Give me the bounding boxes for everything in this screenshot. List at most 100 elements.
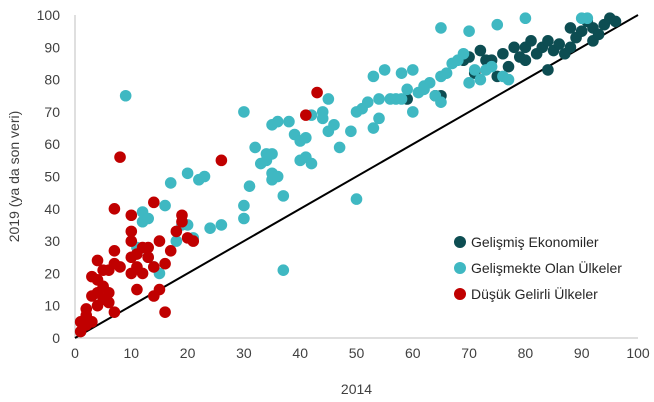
data-point bbox=[277, 190, 290, 202]
data-point bbox=[311, 86, 323, 99]
data-point bbox=[114, 151, 126, 163]
data-point bbox=[435, 96, 447, 109]
data-point bbox=[136, 267, 149, 280]
data-point bbox=[502, 60, 515, 73]
data-point bbox=[345, 125, 357, 138]
data-point bbox=[322, 93, 335, 105]
data-point bbox=[497, 47, 509, 60]
data-point bbox=[187, 235, 200, 247]
data-point bbox=[215, 219, 228, 231]
data-point bbox=[609, 15, 622, 28]
data-point bbox=[238, 106, 250, 118]
data-point bbox=[91, 254, 104, 267]
data-point bbox=[508, 41, 520, 54]
legend-label: Düşük Gelirli Ülkeler bbox=[471, 285, 598, 302]
data-point bbox=[519, 12, 532, 25]
y-tick-label: 10 bbox=[44, 298, 60, 314]
data-point bbox=[575, 25, 588, 37]
data-point bbox=[542, 64, 554, 76]
data-point bbox=[215, 154, 228, 167]
data-point bbox=[367, 122, 380, 134]
y-tick-label: 70 bbox=[44, 104, 60, 120]
x-tick-label: 90 bbox=[574, 345, 590, 361]
legend-marker bbox=[454, 236, 466, 248]
data-point bbox=[108, 203, 121, 215]
y-tick-label: 0 bbox=[52, 330, 60, 346]
data-point bbox=[592, 28, 605, 41]
data-point bbox=[564, 22, 577, 34]
data-point bbox=[418, 83, 430, 96]
data-point bbox=[164, 244, 177, 257]
y-tick-label: 40 bbox=[44, 201, 60, 217]
data-point bbox=[204, 222, 216, 234]
y-tick-label: 90 bbox=[44, 39, 60, 55]
data-points bbox=[74, 12, 622, 338]
data-point bbox=[407, 64, 419, 76]
data-point bbox=[249, 141, 261, 154]
data-point bbox=[525, 35, 537, 47]
data-point bbox=[102, 296, 115, 309]
data-point bbox=[153, 283, 166, 296]
data-point bbox=[170, 225, 183, 238]
x-tick-label: 60 bbox=[405, 345, 421, 361]
data-point bbox=[463, 25, 475, 37]
data-point bbox=[401, 83, 413, 96]
data-point bbox=[373, 112, 385, 125]
data-point bbox=[159, 199, 171, 212]
y-tick-label: 80 bbox=[44, 72, 60, 88]
data-point bbox=[300, 131, 312, 144]
data-point bbox=[328, 119, 340, 131]
data-point bbox=[125, 225, 138, 238]
data-point bbox=[125, 209, 138, 222]
legend-label: Gelişmiş Ekonomiler bbox=[471, 234, 599, 250]
x-tick-label: 50 bbox=[349, 345, 365, 361]
x-tick-label: 30 bbox=[236, 345, 252, 361]
data-point bbox=[181, 167, 194, 180]
data-point bbox=[266, 148, 278, 160]
data-point bbox=[474, 73, 487, 86]
data-point bbox=[378, 64, 391, 76]
data-point bbox=[316, 112, 329, 125]
y-tick-labels: 0 10 20 30 40 50 60 70 80 90 100 bbox=[37, 7, 61, 346]
x-tick-label: 20 bbox=[180, 345, 196, 361]
legend-label: Gelişmekte Olan Ülkeler bbox=[471, 259, 622, 276]
data-point bbox=[142, 251, 154, 264]
x-tick-label: 10 bbox=[124, 345, 140, 361]
y-tick-label: 50 bbox=[44, 169, 60, 185]
data-point bbox=[502, 73, 515, 86]
data-point bbox=[373, 93, 385, 105]
data-point bbox=[271, 115, 284, 128]
x-tick-label: 80 bbox=[518, 345, 534, 361]
series-2-points bbox=[74, 86, 323, 338]
data-point bbox=[283, 115, 295, 128]
data-point bbox=[457, 47, 470, 60]
data-point bbox=[485, 60, 498, 73]
data-point bbox=[463, 77, 475, 89]
data-point bbox=[564, 41, 577, 54]
data-point bbox=[114, 261, 126, 273]
data-point bbox=[86, 316, 98, 328]
data-point bbox=[300, 109, 312, 121]
legend-item: Düşük Gelirli Ülkeler bbox=[454, 285, 598, 302]
axes bbox=[74, 15, 638, 339]
y-tick-label: 30 bbox=[44, 233, 60, 249]
data-point bbox=[271, 170, 284, 183]
data-point bbox=[176, 209, 188, 222]
data-point bbox=[519, 54, 532, 67]
data-point bbox=[243, 180, 256, 192]
data-point bbox=[367, 70, 380, 83]
data-point bbox=[395, 67, 408, 79]
data-point bbox=[407, 106, 419, 118]
data-point bbox=[131, 283, 143, 296]
x-tick-label: 100 bbox=[626, 345, 650, 361]
legend: Gelişmiş Ekonomiler Gelişmekte Olan Ülkel… bbox=[454, 234, 622, 302]
data-point bbox=[108, 306, 121, 318]
data-point bbox=[440, 67, 453, 79]
data-point bbox=[468, 64, 481, 76]
data-point bbox=[142, 212, 154, 225]
data-point bbox=[350, 193, 363, 205]
data-point bbox=[575, 12, 588, 25]
data-point bbox=[238, 199, 250, 212]
data-point bbox=[80, 303, 93, 315]
